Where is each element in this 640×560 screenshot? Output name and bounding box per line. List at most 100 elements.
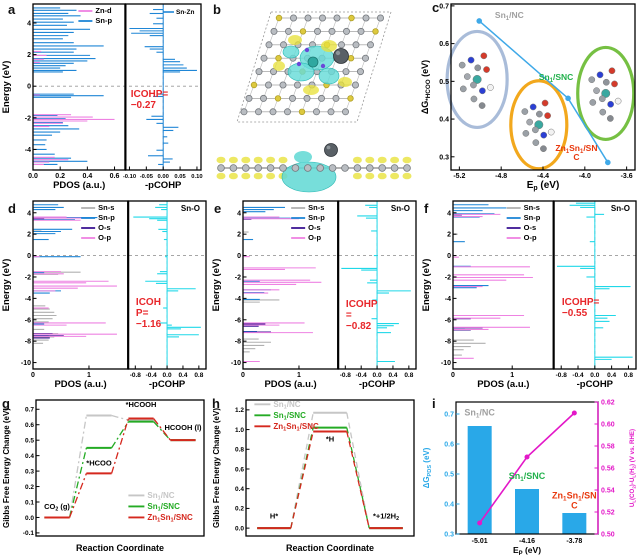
svg-text:0.8: 0.8 bbox=[194, 372, 203, 379]
svg-text:-2: -2 bbox=[235, 274, 241, 281]
svg-text:-0.05: -0.05 bbox=[140, 174, 154, 180]
svg-text:-8: -8 bbox=[445, 339, 451, 346]
svg-text:Sn-Zn: Sn-Zn bbox=[176, 9, 194, 16]
svg-text:-4.4: -4.4 bbox=[537, 173, 549, 180]
svg-text:H*: H* bbox=[270, 511, 278, 520]
svg-text:-6: -6 bbox=[235, 317, 241, 324]
svg-text:0.52: 0.52 bbox=[601, 510, 615, 517]
svg-text:-4: -4 bbox=[445, 296, 451, 303]
svg-text:0: 0 bbox=[447, 253, 451, 260]
svg-text:-0.8: -0.8 bbox=[340, 372, 352, 379]
svg-text:0.4: 0.4 bbox=[235, 486, 244, 493]
svg-text:Sn-s: Sn-s bbox=[308, 203, 324, 212]
svg-text:Sn-p: Sn-p bbox=[308, 213, 325, 222]
svg-text:0.56: 0.56 bbox=[601, 466, 615, 473]
svg-text:0.6: 0.6 bbox=[25, 422, 34, 429]
svg-text:Sn-O: Sn-O bbox=[391, 204, 410, 213]
svg-text:O-p: O-p bbox=[308, 233, 321, 242]
svg-text:0.6: 0.6 bbox=[439, 41, 449, 48]
panel-a-chart: 4 2 0 -2 -4 0.0 0.2 0.4 0.6 -0.10 -0.05 0.00 0.05 0.1… bbox=[1, 3, 203, 191]
svg-text:-0.4: -0.4 bbox=[356, 372, 368, 379]
svg-text:4: 4 bbox=[447, 210, 451, 217]
svg-text:Sn-p: Sn-p bbox=[95, 16, 112, 25]
svg-text:Sn-s: Sn-s bbox=[524, 203, 540, 212]
svg-text:Sn-p: Sn-p bbox=[524, 213, 541, 222]
svg-text:0.3: 0.3 bbox=[25, 468, 34, 475]
svg-text:0.5: 0.5 bbox=[439, 79, 449, 86]
svg-text:-4: -4 bbox=[25, 147, 31, 154]
svg-text:2: 2 bbox=[27, 52, 31, 59]
svg-text:0.4: 0.4 bbox=[607, 372, 616, 379]
svg-text:-0.4: -0.4 bbox=[146, 372, 158, 379]
svg-text:-0.1: -0.1 bbox=[23, 530, 35, 537]
svg-text:-4.8: -4.8 bbox=[495, 173, 507, 180]
svg-text:O-p: O-p bbox=[98, 233, 111, 242]
panel-i-label: i bbox=[432, 396, 436, 411]
svg-text:*+1/2H2: *+1/2H2 bbox=[373, 511, 399, 522]
svg-text:-0.8: -0.8 bbox=[556, 372, 568, 379]
panel-c: c 0.3 0.4 0.5 0.6 0.7 -5.2 -4.8 -4.4 -4.0 -3.6 Ep … bbox=[420, 0, 640, 197]
svg-text:0.0: 0.0 bbox=[373, 372, 382, 379]
svg-text:0.6: 0.6 bbox=[444, 442, 454, 449]
svg-text:Energy (eV): Energy (eV) bbox=[421, 259, 432, 312]
svg-text:Zn1Sn1/SNC: Zn1Sn1/SNC bbox=[273, 422, 319, 433]
svg-text:-8: -8 bbox=[235, 339, 241, 346]
svg-text:0.2: 0.2 bbox=[55, 173, 65, 180]
svg-text:0.60: 0.60 bbox=[601, 422, 615, 429]
svg-text:-4.16: -4.16 bbox=[519, 538, 535, 545]
svg-text:0.4: 0.4 bbox=[439, 117, 449, 124]
panel-f: f 4 2 0 -2 -4 -6 -8 -10 0 1 -0.8 -0.4 0.0 0.4 0.8 PDOS … bbox=[420, 197, 640, 396]
panel-d: d 4 2 0 -2 -4 -6 -8 -10 0 1 -0.8 -0.4 0.0 0.4 0.8 PDOS … bbox=[0, 197, 210, 396]
panel-i-chart: 0.3 0.4 0.5 0.6 0.7 0.50 0.52 0.54 0.56 0.58 0.60 0… bbox=[422, 400, 636, 557]
svg-text:Sn1/NC: Sn1/NC bbox=[147, 491, 174, 502]
panel-c-chart: 0.3 0.4 0.5 0.6 0.7 -5.2 -4.8 -4.4 -4.0 -3.6 Ep (e… bbox=[420, 3, 636, 192]
panel-b-label: b bbox=[213, 2, 221, 17]
svg-text:Sn1/SNC: Sn1/SNC bbox=[273, 411, 306, 422]
svg-text:EP (eV): EP (eV) bbox=[513, 545, 541, 557]
svg-text:HCOOH (l): HCOOH (l) bbox=[164, 423, 202, 432]
panel-a-label: a bbox=[8, 2, 16, 17]
svg-text:-2: -2 bbox=[25, 115, 31, 122]
svg-text:0.7: 0.7 bbox=[25, 407, 34, 414]
svg-text:0.5: 0.5 bbox=[25, 437, 34, 444]
svg-text:O-s: O-s bbox=[308, 223, 321, 232]
svg-text:-10: -10 bbox=[231, 360, 241, 367]
svg-text:1: 1 bbox=[297, 372, 301, 379]
panel-h: h 0.0 0.2 0.4 0.6 0.8 1.0 1.2 Gibbs Free Energy… bbox=[210, 396, 420, 560]
svg-text:O-p: O-p bbox=[524, 233, 537, 242]
svg-text:0.6: 0.6 bbox=[110, 173, 120, 180]
svg-text:-pCOHP: -pCOHP bbox=[149, 379, 186, 390]
svg-text:0: 0 bbox=[31, 372, 35, 379]
svg-text:1.0: 1.0 bbox=[235, 427, 244, 434]
svg-text:Zn1Sn1/SN: Zn1Sn1/SN bbox=[555, 143, 597, 155]
svg-text:0.0: 0.0 bbox=[590, 372, 599, 379]
svg-text:-5.01: -5.01 bbox=[472, 538, 488, 545]
svg-text:2: 2 bbox=[447, 232, 451, 239]
panel-e: e 4 2 0 -2 -4 -6 -8 -10 0 1 -0.8 -0.4 0.0 0.4 0.8 PDOS … bbox=[210, 197, 420, 396]
svg-text:0.58: 0.58 bbox=[601, 444, 615, 451]
svg-text:=: = bbox=[346, 310, 352, 321]
svg-text:0.8: 0.8 bbox=[404, 372, 413, 379]
panel-c-label: c bbox=[432, 0, 440, 15]
svg-text:0.50: 0.50 bbox=[601, 532, 615, 539]
svg-text:-8: -8 bbox=[25, 339, 31, 346]
svg-text:0.0: 0.0 bbox=[25, 515, 34, 522]
svg-text:0.8: 0.8 bbox=[624, 372, 633, 379]
svg-text:0.54: 0.54 bbox=[601, 488, 615, 495]
svg-text:-6: -6 bbox=[445, 317, 451, 324]
svg-text:Reaction Coordinate: Reaction Coordinate bbox=[76, 543, 164, 553]
svg-text:0.4: 0.4 bbox=[388, 372, 397, 379]
svg-text:0: 0 bbox=[451, 372, 455, 379]
svg-text:Energy (eV): Energy (eV) bbox=[1, 61, 12, 114]
svg-text:Sn1/NC: Sn1/NC bbox=[464, 408, 495, 420]
svg-text:PDOS (a.u.): PDOS (a.u.) bbox=[54, 379, 106, 390]
panel-e-label: e bbox=[214, 201, 222, 216]
svg-text:-2: -2 bbox=[25, 274, 31, 281]
svg-text:2: 2 bbox=[237, 232, 241, 239]
svg-text:PDOS (a.u.): PDOS (a.u.) bbox=[264, 379, 316, 390]
svg-text:-4: -4 bbox=[235, 296, 241, 303]
svg-text:ICOHP=: ICOHP= bbox=[131, 89, 169, 100]
